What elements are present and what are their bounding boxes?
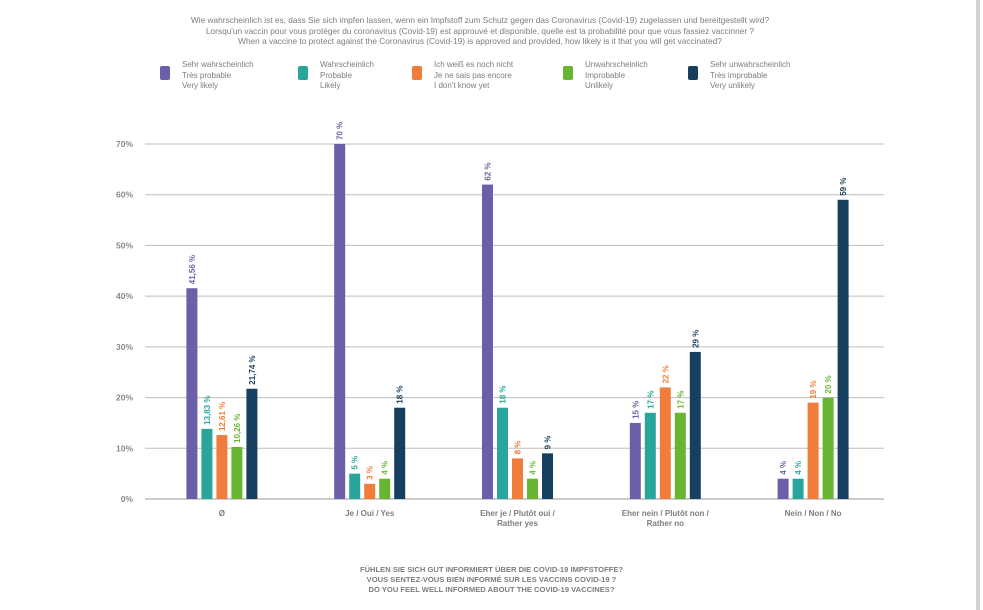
- data-label: 18 %: [499, 385, 508, 403]
- bar: [542, 453, 553, 499]
- data-label: 4 %: [529, 461, 538, 475]
- category-label: Nein / Non / No: [785, 509, 842, 518]
- bar: [394, 407, 406, 499]
- data-label: 5 %: [351, 456, 360, 470]
- legend-label-de: Ich weiß es noch nicht: [434, 60, 514, 69]
- data-label: 4 %: [794, 461, 803, 475]
- category-label: Je / Oui / Yes: [345, 509, 395, 518]
- caption-line-de: FÜHLEN SIE SICH GUT INFORMIERT ÜBER DIE …: [359, 565, 624, 574]
- bar: [201, 428, 213, 499]
- data-label: 22 %: [661, 365, 670, 383]
- legend-swatch-very-likely: [160, 66, 170, 80]
- bar: [246, 388, 258, 499]
- bar: [644, 412, 656, 499]
- bar: [629, 422, 641, 499]
- data-label: 62 %: [484, 162, 493, 180]
- bar: [777, 478, 789, 499]
- page-edge-rule: [976, 0, 980, 610]
- bar: [527, 478, 538, 499]
- legend-label-de: Sehr wahrscheinlich: [182, 60, 254, 69]
- legend-swatch-very-unlikely: [688, 66, 698, 80]
- legend-label-en: Unlikely: [585, 81, 614, 91]
- bar: [482, 184, 493, 500]
- legend-label-en: Very unlikely: [710, 81, 755, 91]
- data-label: 19 %: [809, 380, 818, 398]
- data-label: 4 %: [381, 461, 390, 475]
- legend-label-en: I don't know yet: [434, 81, 490, 91]
- bar: [659, 387, 671, 499]
- title-line-en: When a vaccine to protect against the Co…: [238, 36, 722, 47]
- y-tick-label: 40%: [116, 291, 133, 301]
- legend-label-en: Likely: [320, 81, 341, 91]
- legend-label-de: Wahrscheinlich: [320, 60, 374, 69]
- title-line-fr: Lorsqu'un vaccin pour vous protéger du c…: [205, 25, 755, 36]
- bar: [792, 478, 804, 499]
- legend-swatch-dont-know: [412, 66, 422, 80]
- category-label: Rather no: [647, 519, 684, 528]
- data-label: 18 %: [396, 385, 405, 403]
- category-label: Rather yes: [497, 519, 538, 528]
- y-tick-label: 10%: [116, 443, 133, 453]
- data-label: 8 %: [514, 441, 523, 455]
- y-tick-label: 60%: [116, 190, 133, 200]
- legend-label-fr: Improbable: [585, 70, 626, 80]
- bar: [837, 199, 849, 500]
- bottom-caption: FÜHLEN SIE SICH GUT INFORMIERT ÜBER DIE …: [200, 565, 783, 594]
- bar: [349, 473, 361, 499]
- legend-label-fr: Très improbable: [710, 70, 768, 80]
- data-label: 70 %: [336, 122, 345, 140]
- bar: [807, 402, 819, 499]
- legend-label-fr: Probable: [320, 70, 353, 80]
- bar: [689, 351, 701, 499]
- bar-chart: 0% 10% 20% 30% 40% 50% 60% 70% 41,56 % 13,83 % 12,…: [116, 122, 884, 528]
- category-label: Ø: [219, 509, 225, 518]
- bar: [674, 412, 686, 499]
- data-label: 20 %: [824, 375, 833, 393]
- legend-label-de: Unwahrscheinlich: [585, 60, 648, 69]
- data-label: 15 %: [631, 401, 640, 419]
- legend-swatch-likely: [298, 66, 308, 80]
- caption-line-en: DO YOU FEEL WELL INFORMED ABOUT THE COVI…: [368, 584, 615, 594]
- data-label: 17 %: [646, 391, 655, 409]
- data-label: 12,61 %: [218, 402, 227, 431]
- bar: [497, 407, 508, 499]
- data-label: 21,74 %: [248, 355, 257, 384]
- data-label: 13,83 %: [203, 396, 212, 425]
- bar: [231, 446, 243, 499]
- legend-label-en: Very likely: [182, 81, 219, 91]
- bar: [512, 458, 523, 499]
- data-label: 29 %: [691, 330, 700, 348]
- y-tick-label: 20%: [116, 393, 133, 403]
- y-tick-label: 30%: [116, 342, 133, 352]
- legend-swatch-unlikely: [563, 66, 573, 80]
- data-label: 4 %: [779, 461, 788, 475]
- bar: [379, 478, 391, 499]
- bar: [186, 288, 198, 499]
- data-label: 41,56 %: [188, 255, 197, 284]
- data-label: 3 %: [366, 466, 375, 480]
- data-label: 17 %: [676, 391, 685, 409]
- y-tick-label: 50%: [116, 240, 133, 250]
- category-label: Eher je / Plutôt oui /: [480, 509, 555, 518]
- data-label: 10,26 %: [233, 414, 242, 443]
- y-tick-label: 0%: [121, 494, 134, 504]
- legend-label-fr: Très probable: [182, 70, 232, 80]
- bar: [822, 397, 834, 499]
- title-line-de: Wie wahrscheinlich ist es, dass Sie sich…: [190, 15, 770, 25]
- category-label: Eher nein / Plutôt non /: [622, 509, 710, 518]
- bar: [334, 144, 346, 499]
- legend-label-fr: Je ne sais pas encore: [434, 70, 512, 80]
- data-label: 59 %: [839, 178, 848, 196]
- chart-title: Wie wahrscheinlich ist es, dass Sie sich…: [120, 15, 840, 47]
- legend-label-de: Sehr unwahrscheinlich: [710, 60, 791, 69]
- bar: [364, 483, 376, 499]
- bar: [216, 435, 228, 499]
- caption-line-fr: VOUS SENTEZ-VOUS BIEN INFORMÉ SUR LES VA…: [366, 574, 617, 584]
- y-tick-label: 70%: [116, 139, 133, 149]
- data-label: 9 %: [544, 436, 553, 450]
